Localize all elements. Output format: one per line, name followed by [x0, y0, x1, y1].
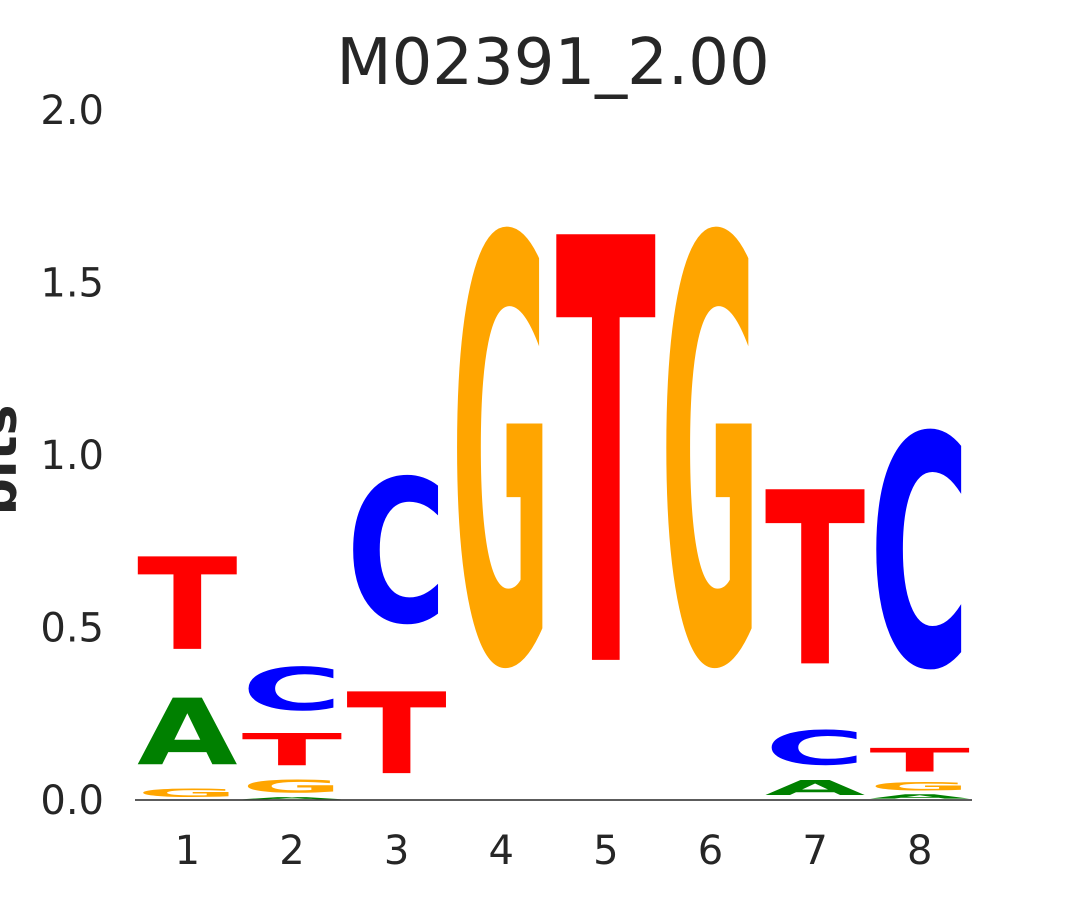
y-tick-label: 0.5 — [40, 606, 104, 652]
x-tick-label: 8 — [907, 828, 932, 874]
x-tick-label: 1 — [175, 828, 200, 874]
logo-letter-G: G — [242, 776, 342, 797]
y-tick-label: 1.5 — [40, 261, 104, 307]
logo-letter-G: G — [137, 786, 237, 800]
logo-letter-T: T — [137, 532, 237, 680]
x-tick-labels: 1 2 3 4 5 6 7 8 — [175, 828, 933, 874]
logo-letter-C: C — [242, 655, 342, 724]
y-tick-label: 1.0 — [40, 433, 104, 479]
x-tick-label: 7 — [802, 828, 827, 874]
x-tick-label: 2 — [279, 828, 304, 874]
x-tick-label: 3 — [384, 828, 409, 874]
logo-letter-G: G — [660, 119, 760, 799]
x-tick-label: 6 — [698, 828, 723, 874]
x-tick-label: 4 — [488, 828, 513, 874]
y-tick-label: 0.0 — [40, 778, 104, 824]
logo-letter-A: A — [137, 680, 238, 786]
x-tick-label: 5 — [593, 828, 618, 874]
logo-letter-C: C — [869, 370, 969, 740]
logo-letter-G: G — [869, 779, 969, 793]
logo-letter-C: C — [346, 439, 446, 669]
logo-letter-T: T — [765, 442, 865, 720]
logo-letter-T: T — [242, 724, 342, 776]
logo-letter-T: T — [869, 742, 970, 780]
logo-letter-T: T — [556, 120, 657, 799]
logo-letter-C: C — [765, 721, 865, 776]
y-tick-label: 2.0 — [40, 88, 104, 134]
logo-letter-G: G — [451, 119, 551, 799]
y-axis-label: bits — [0, 405, 29, 516]
logo-letter-T: T — [346, 669, 446, 799]
logo-letter-A: A — [869, 793, 969, 800]
logo-letter-A: A — [242, 797, 342, 800]
chart-title: M02391_2.00 — [336, 26, 769, 100]
y-tick-labels: 0.0 0.5 1.0 1.5 2.0 — [40, 88, 104, 824]
logo-letter-A: A — [765, 776, 866, 800]
